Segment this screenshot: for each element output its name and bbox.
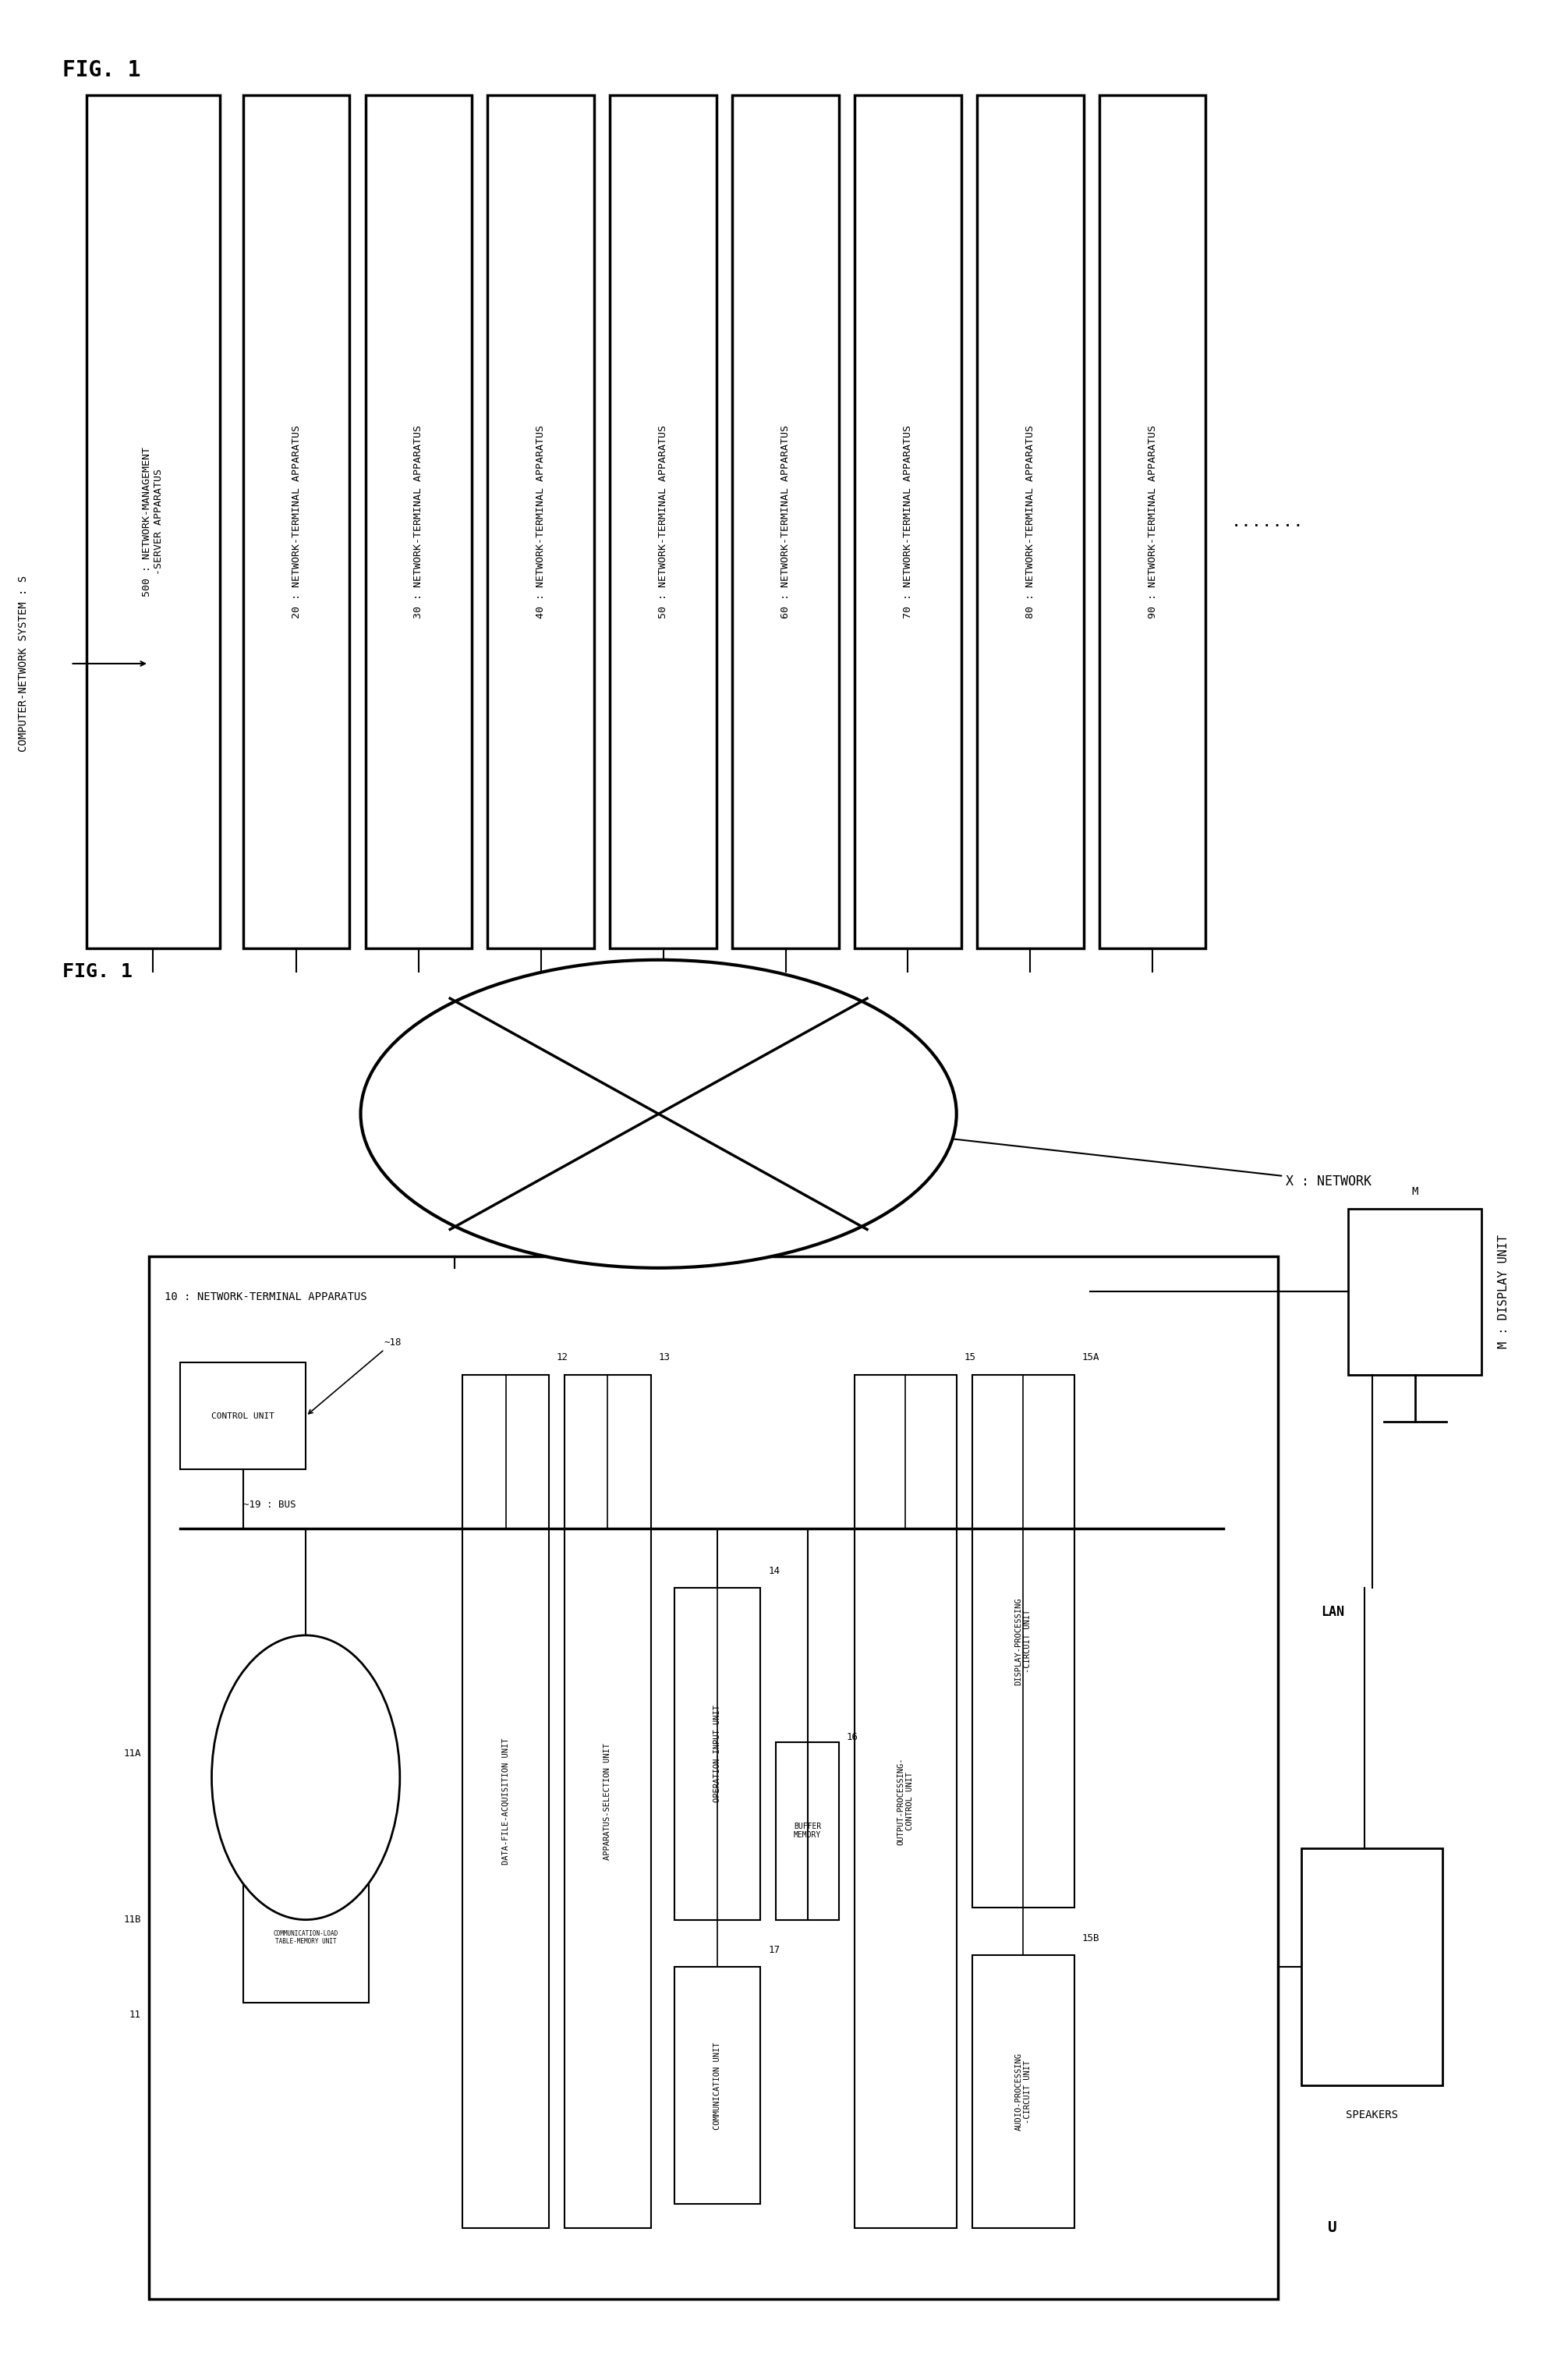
- Text: 13: 13: [659, 1353, 670, 1363]
- Text: 14: 14: [768, 1567, 779, 1576]
- Bar: [610, 95, 717, 948]
- Text: BUFFER
MEMORY: BUFFER MEMORY: [793, 1823, 822, 1839]
- Text: OUTPUT-PROCESSING-
CONTROL UNIT: OUTPUT-PROCESSING- CONTROL UNIT: [897, 1756, 914, 1846]
- Ellipse shape: [361, 960, 956, 1268]
- Bar: [243, 95, 350, 948]
- Bar: [855, 1375, 956, 2228]
- Bar: [180, 1363, 306, 1469]
- Text: 17: 17: [768, 1946, 779, 1955]
- Text: 15: 15: [964, 1353, 975, 1363]
- Bar: [463, 1375, 549, 2228]
- Text: 10 : NETWORK-TERMINAL APPARATUS: 10 : NETWORK-TERMINAL APPARATUS: [165, 1292, 367, 1304]
- Bar: [972, 1955, 1074, 2228]
- Bar: [1099, 95, 1206, 948]
- Text: DISPLAY-PROCESSING
-CIRCUIT UNIT: DISPLAY-PROCESSING -CIRCUIT UNIT: [1014, 1597, 1032, 1685]
- Text: CONTROL UNIT: CONTROL UNIT: [212, 1413, 274, 1420]
- Text: ~18: ~18: [309, 1337, 401, 1415]
- Text: X : NETWORK: X : NETWORK: [946, 1135, 1372, 1187]
- Text: 500 : NETWORK-MANAGEMENT
-SERVER APPARATUS: 500 : NETWORK-MANAGEMENT -SERVER APPARAT…: [143, 446, 163, 597]
- Text: 11B: 11B: [124, 1915, 141, 1924]
- Text: 30 : NETWORK-TERMINAL APPARATUS: 30 : NETWORK-TERMINAL APPARATUS: [414, 424, 423, 619]
- Text: M : DISPLAY UNIT: M : DISPLAY UNIT: [1497, 1235, 1508, 1349]
- Text: COMMUNICATION UNIT: COMMUNICATION UNIT: [713, 2041, 721, 2131]
- Text: U: U: [1328, 2221, 1338, 2235]
- Text: FIG. 1: FIG. 1: [63, 962, 133, 981]
- Text: 11A: 11A: [124, 1749, 141, 1759]
- Text: FIG. 1: FIG. 1: [63, 59, 141, 81]
- Bar: [977, 95, 1083, 948]
- Bar: [243, 1742, 368, 1860]
- Text: COMMUNICATION-LOAD
TABLE-MEMORY UNIT: COMMUNICATION-LOAD TABLE-MEMORY UNIT: [273, 1929, 339, 1946]
- Text: COMPUTER-NETWORK SYSTEM : S: COMPUTER-NETWORK SYSTEM : S: [19, 576, 28, 751]
- Bar: [365, 95, 472, 948]
- Bar: [86, 95, 220, 948]
- Text: 16: 16: [847, 1732, 858, 1742]
- Text: 15A: 15A: [1082, 1353, 1099, 1363]
- Text: ~19 : BUS: ~19 : BUS: [243, 1500, 296, 1510]
- Text: SPEAKERS: SPEAKERS: [1345, 2109, 1399, 2121]
- Text: OPERATION-INPUT UNIT: OPERATION-INPUT UNIT: [713, 1704, 721, 1804]
- Text: 11: 11: [130, 2010, 141, 2019]
- Bar: [243, 1872, 368, 2003]
- Bar: [1348, 1209, 1482, 1375]
- Text: M: M: [1411, 1185, 1419, 1197]
- Text: MEMORY UNIT: MEMORY UNIT: [278, 1737, 334, 1747]
- Text: .......: .......: [1231, 514, 1305, 529]
- Bar: [674, 1588, 760, 1920]
- Text: 20 : NETWORK-TERMINAL APPARATUS: 20 : NETWORK-TERMINAL APPARATUS: [292, 424, 301, 619]
- Bar: [1301, 1849, 1443, 2086]
- Text: 70 : NETWORK-TERMINAL APPARATUS: 70 : NETWORK-TERMINAL APPARATUS: [903, 424, 913, 619]
- Bar: [488, 95, 594, 948]
- Text: 80 : NETWORK-TERMINAL APPARATUS: 80 : NETWORK-TERMINAL APPARATUS: [1025, 424, 1035, 619]
- Text: 60 : NETWORK-TERMINAL APPARATUS: 60 : NETWORK-TERMINAL APPARATUS: [781, 424, 790, 619]
- Bar: [149, 1256, 1278, 2299]
- Text: AUDIO-PROCESSING
-CIRCUIT UNIT: AUDIO-PROCESSING -CIRCUIT UNIT: [1014, 2052, 1032, 2131]
- Bar: [732, 95, 839, 948]
- Bar: [972, 1375, 1074, 1908]
- Text: 90 : NETWORK-TERMINAL APPARATUS: 90 : NETWORK-TERMINAL APPARATUS: [1148, 424, 1157, 619]
- Text: 50 : NETWORK-TERMINAL APPARATUS: 50 : NETWORK-TERMINAL APPARATUS: [659, 424, 668, 619]
- Text: APPARATUS-SELECTION UNIT: APPARATUS-SELECTION UNIT: [604, 1742, 612, 1860]
- Text: 40 : NETWORK-TERMINAL APPARATUS: 40 : NETWORK-TERMINAL APPARATUS: [536, 424, 546, 619]
- Ellipse shape: [212, 1635, 400, 1920]
- Bar: [855, 95, 961, 948]
- Bar: [564, 1375, 651, 2228]
- Text: LAN: LAN: [1322, 1604, 1344, 1619]
- Bar: [776, 1742, 839, 1920]
- Text: 12: 12: [557, 1353, 568, 1363]
- Text: DATA-FILE-ACQUISITION UNIT: DATA-FILE-ACQUISITION UNIT: [502, 1737, 510, 1865]
- Bar: [674, 1967, 760, 2204]
- Text: DATA-FILE
-MEMORY UNIT: DATA-FILE -MEMORY UNIT: [281, 1794, 331, 1808]
- Text: 15B: 15B: [1082, 1934, 1099, 1943]
